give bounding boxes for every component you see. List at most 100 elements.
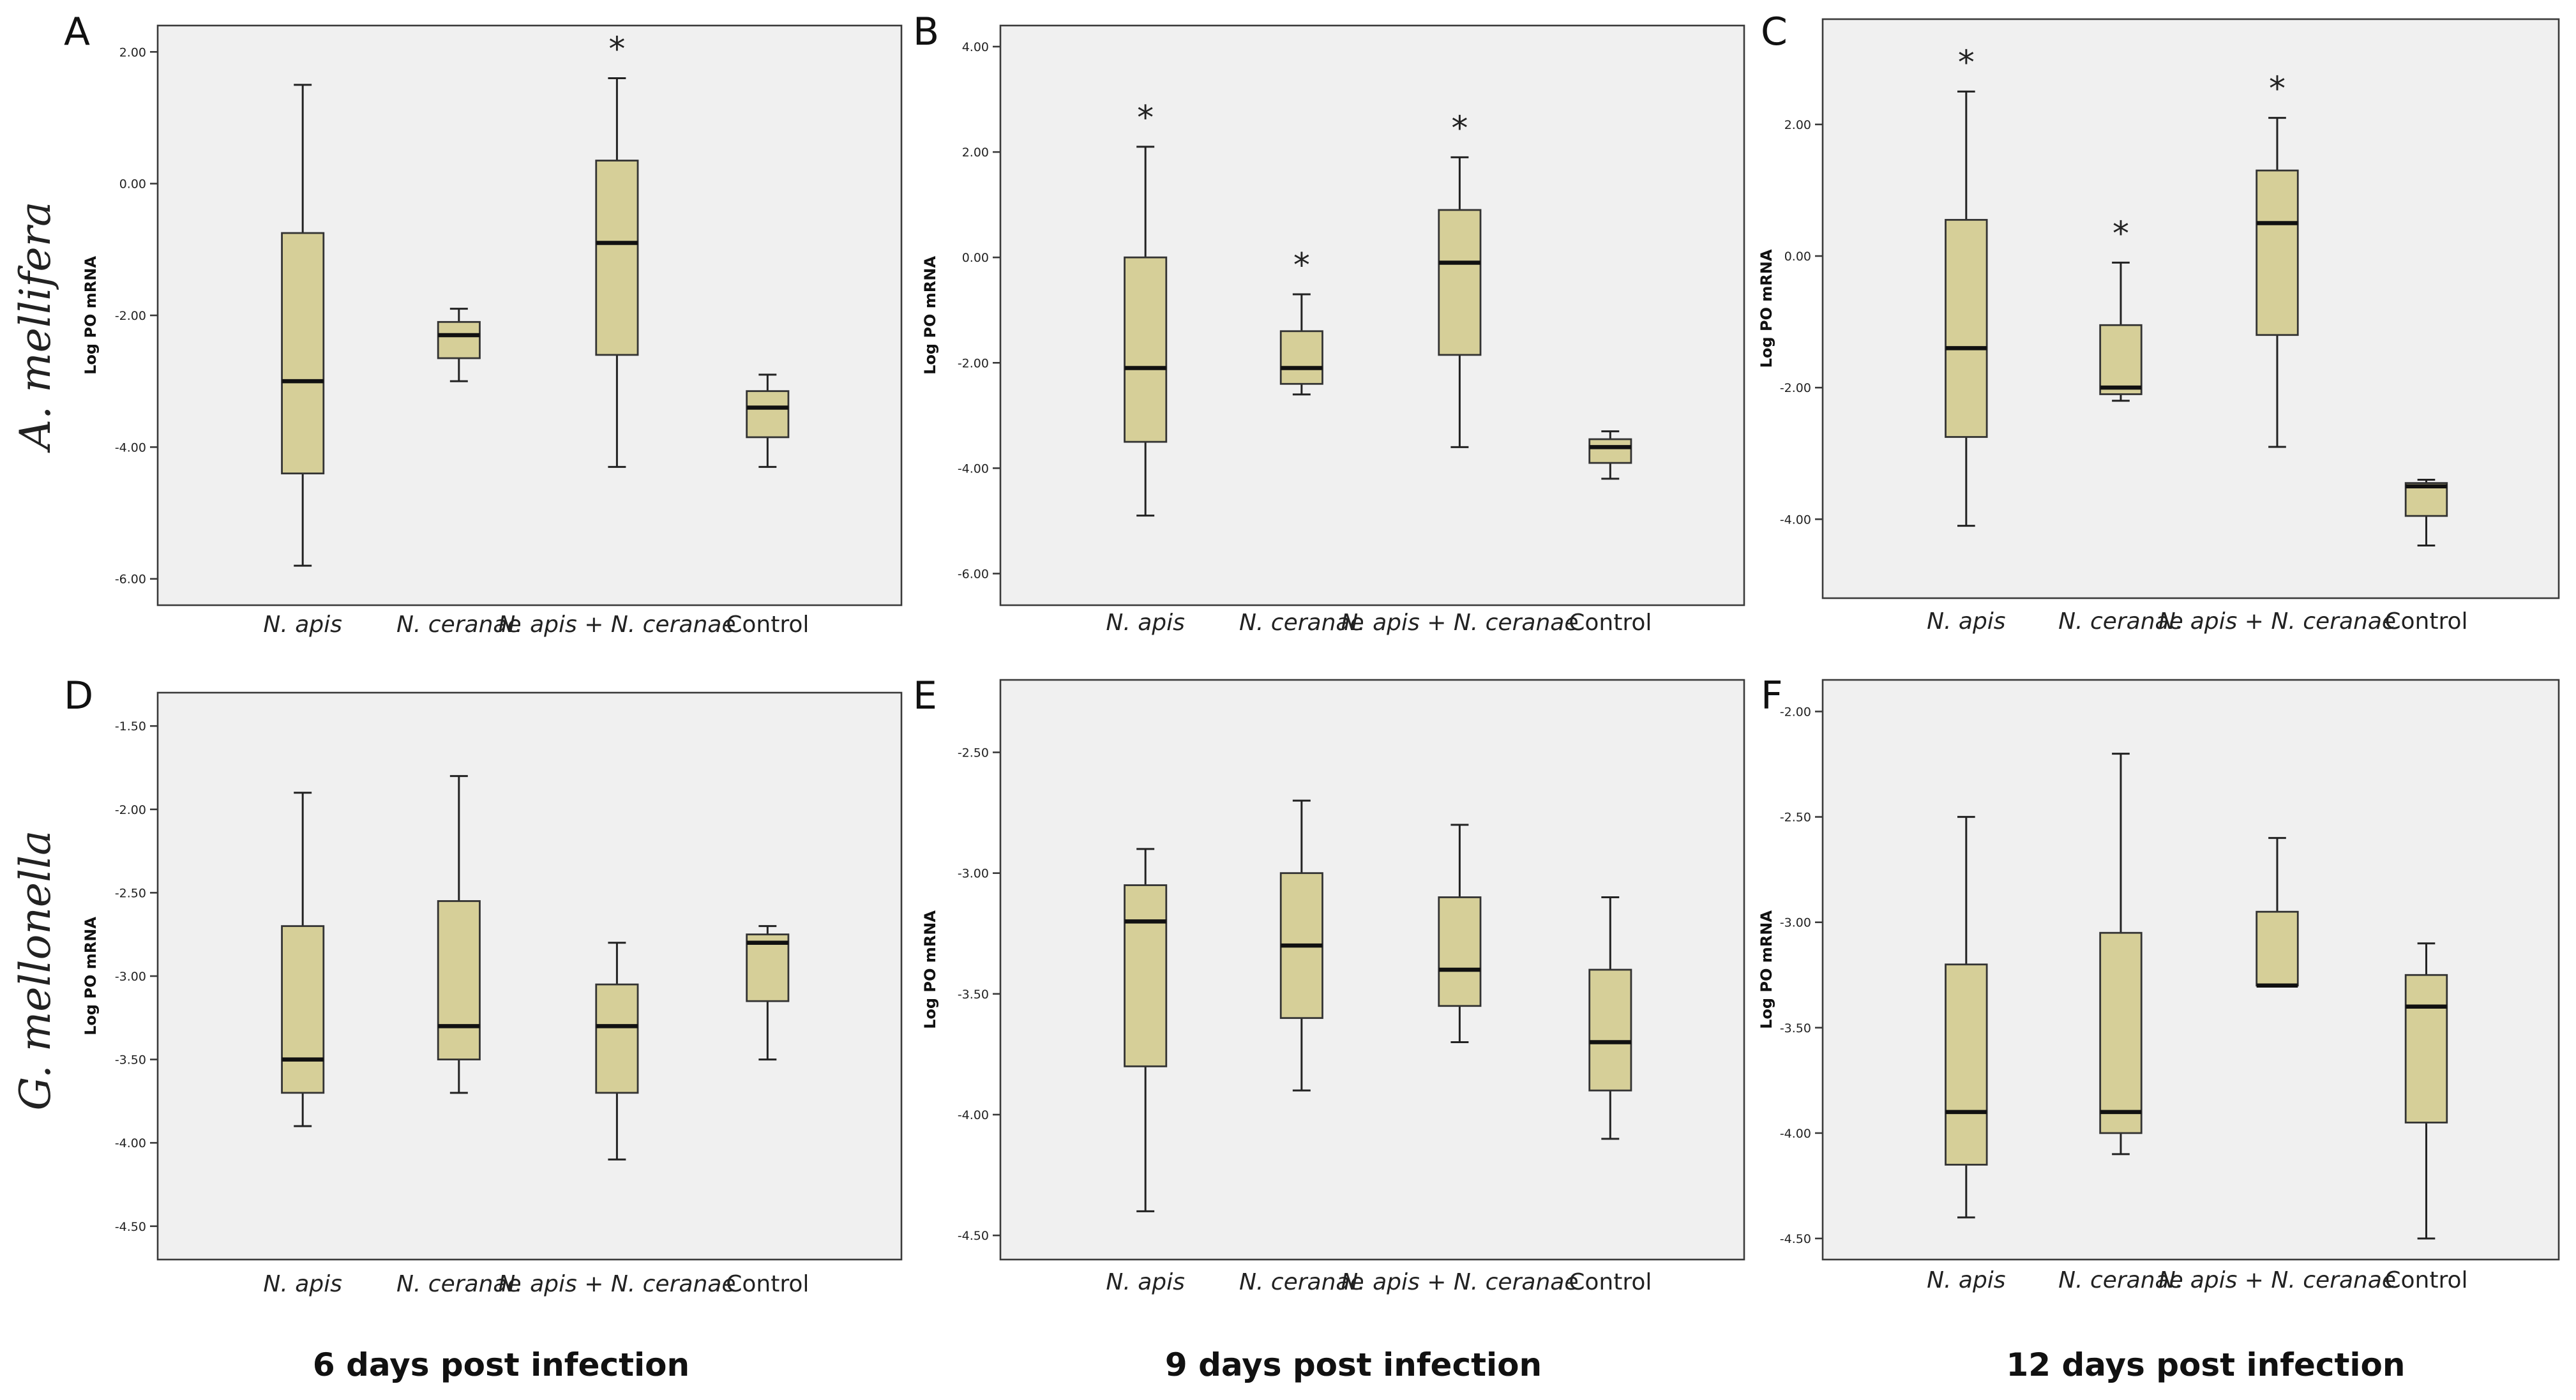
x-category-label: N. apis + N. ceranae [498, 1271, 735, 1297]
box-1: * [1124, 99, 1168, 517]
y-tick-label: -4.00 [115, 1136, 146, 1150]
y-tick-label: -2.50 [1780, 811, 1811, 825]
plot-area [156, 24, 903, 606]
column-title-3: 12 days post infection [2007, 1346, 2406, 1383]
y-tick-label: -2.50 [958, 746, 989, 760]
x-category-label: N. apis + N. ceranae [1341, 610, 1578, 636]
y-tick-label: -4.00 [958, 1108, 989, 1122]
iqr-box [1124, 884, 1168, 1067]
box-1 [281, 792, 325, 1127]
significance-star: * [608, 31, 625, 69]
y-tick-label: -4.00 [1780, 513, 1811, 527]
box-3 [595, 942, 639, 1161]
x-category-label: Control [726, 612, 809, 638]
column-title-2: 9 days post infection [1165, 1346, 1542, 1383]
y-tick-label: 2.00 [962, 146, 989, 160]
y-tick-label: -2.00 [1780, 705, 1811, 719]
box-3: * [595, 31, 639, 468]
plot-area [999, 24, 1745, 606]
box-4 [1588, 430, 1632, 480]
panel-letter: D [64, 674, 93, 718]
y-axis-label: Log PO mRNA [921, 256, 939, 375]
x-category-label: N. apis + N. ceranae [498, 612, 735, 638]
significance-star: * [1293, 246, 1310, 285]
iqr-box [2256, 910, 2299, 987]
iqr-box [2099, 931, 2143, 1134]
iqr-box [1588, 968, 1632, 1092]
y-tick-label: -3.50 [958, 988, 989, 1002]
y-tick-label: -6.00 [958, 567, 989, 581]
x-category-label: N. apis [263, 1271, 342, 1297]
x-category-label: Control [1569, 1269, 1652, 1295]
panel-d: D Log PO mRNA -1.50 -2.00 -2.50 -3.00 -3.50 -4.… [64, 674, 903, 1297]
y-tick-label: -3.00 [115, 970, 146, 984]
iqr-box [281, 925, 325, 1094]
y-tick-label: -4.00 [115, 440, 146, 455]
y-tick-label: -4.50 [1780, 1232, 1811, 1246]
y-tick-label: -4.00 [958, 462, 989, 476]
panel-letter: F [1761, 674, 1783, 718]
x-category-label: N. ceranae [2058, 608, 2183, 635]
box-2 [1279, 799, 1323, 1092]
y-axis-label: Log PO mRNA [1758, 249, 1775, 368]
x-category-label: N. ceranae [396, 612, 522, 638]
iqr-box [746, 390, 790, 439]
x-category-label: N. apis [263, 612, 342, 638]
panel-letter: E [913, 674, 937, 718]
box-2: * [2099, 215, 2143, 402]
row-label-bottom: G. mellonella [11, 830, 60, 1110]
iqr-box [1945, 218, 1988, 438]
box-4 [746, 373, 790, 468]
panel-a: A Log PO mRNA 2.00 0.00 -2.00 -4.00 -6.00 N. ap… [64, 10, 903, 638]
box-3 [1438, 824, 1482, 1043]
x-category-label: Control [726, 1271, 809, 1297]
y-tick-label: 4.00 [962, 40, 989, 54]
box-1: * [1945, 43, 1988, 527]
y-tick-label: -1.50 [115, 719, 146, 734]
plot-area [1821, 18, 2560, 599]
significance-star: * [2269, 70, 2286, 109]
significance-star: * [1958, 43, 1975, 82]
plot-area [156, 691, 903, 1261]
box-4 [2404, 478, 2448, 547]
x-category-label: N. apis [1106, 1269, 1185, 1295]
box-2 [2099, 753, 2143, 1155]
box-4 [1588, 896, 1632, 1140]
iqr-box [2404, 482, 2448, 517]
box-2 [437, 775, 481, 1094]
y-axis-label: Log PO mRNA [82, 917, 100, 1035]
panel-b: B Log PO mRNA 4.00 2.00 0.00 -2.00 -4.00 -6.00 *… [913, 10, 1745, 636]
x-category-label: N. apis + N. ceranae [2158, 608, 2396, 635]
box-2: * [1279, 246, 1323, 396]
y-tick-label: 2.00 [119, 45, 146, 59]
y-tick-label: -2.00 [115, 309, 146, 323]
y-tick-label: 0.00 [1784, 250, 1811, 264]
iqr-box [2099, 324, 2143, 395]
y-tick-label: -4.50 [958, 1229, 989, 1243]
panel-letter: C [1761, 10, 1788, 54]
box-1 [1124, 848, 1168, 1212]
iqr-box [1438, 209, 1482, 356]
iqr-box [1438, 896, 1482, 1007]
iqr-box [2404, 974, 2448, 1124]
y-tick-label: 0.00 [119, 177, 146, 192]
box-3 [2256, 837, 2299, 988]
x-category-label: N. apis [1927, 1267, 2006, 1293]
panel-letter: B [913, 10, 939, 54]
y-tick-label: -2.00 [115, 803, 146, 817]
y-tick-label: -4.50 [115, 1220, 146, 1234]
iqr-box [2256, 169, 2299, 336]
iqr-box [437, 900, 481, 1060]
y-tick-label: -3.50 [1780, 1021, 1811, 1035]
box-4 [2404, 942, 2448, 1240]
x-category-label: N. ceranae [1239, 1269, 1364, 1295]
y-tick-label: -2.00 [958, 356, 989, 370]
y-tick-label: -2.00 [1780, 381, 1811, 395]
significance-star: * [1451, 109, 1468, 147]
panel-letter: A [64, 10, 90, 54]
box-1 [281, 84, 325, 567]
y-axis-label: Log PO mRNA [1758, 910, 1775, 1029]
row-label-top: A. mellifera [11, 202, 60, 454]
iqr-box [746, 933, 790, 1002]
